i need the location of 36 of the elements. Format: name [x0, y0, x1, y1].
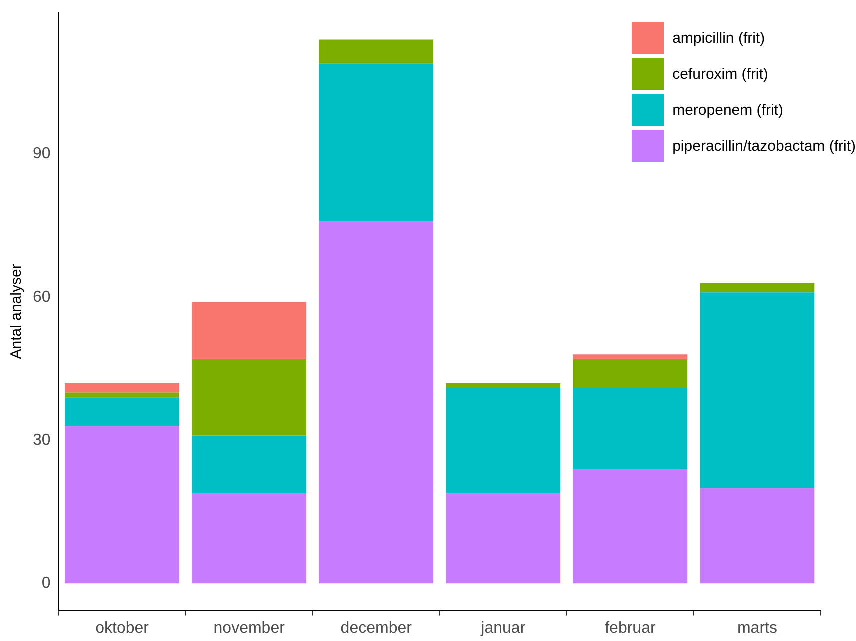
- bar: [573, 469, 688, 584]
- bar: [573, 359, 688, 388]
- y-axis-title: Antal analyser: [8, 264, 26, 360]
- bar: [700, 488, 815, 584]
- x-tick-label: december: [340, 620, 413, 637]
- legend-label: piperacillin/tazobactam (frit): [672, 138, 856, 154]
- bar: [192, 359, 307, 436]
- bar: [446, 383, 561, 388]
- bar: [700, 292, 815, 488]
- bar: [700, 283, 815, 293]
- x-tick-label: januar: [480, 620, 526, 637]
- bar: [446, 492, 561, 584]
- x-tick-label: marts: [737, 620, 778, 637]
- bar: [65, 426, 180, 584]
- bar: [446, 388, 561, 493]
- y-tick-label: 0: [42, 575, 51, 592]
- bar: [65, 392, 180, 398]
- x-tick-label: november: [214, 620, 286, 637]
- x-tick-label: oktober: [96, 620, 150, 637]
- bar: [319, 64, 434, 222]
- y-tick-label: 60: [33, 288, 51, 306]
- bar: [573, 354, 688, 360]
- bar: [192, 492, 307, 584]
- bar: [192, 302, 307, 360]
- y-tick-label: 30: [33, 432, 51, 449]
- x-tick-label: februar: [605, 620, 656, 637]
- bar: [192, 436, 307, 493]
- bar: [65, 383, 180, 393]
- legend-label: meropenem (frit): [672, 102, 784, 118]
- bar: [573, 388, 688, 470]
- bar: [65, 398, 180, 426]
- bar: [319, 40, 434, 64]
- y-tick-label: 90: [33, 146, 51, 163]
- legend-label: ampicillin (frit): [672, 30, 766, 46]
- bar: [319, 221, 434, 584]
- legend-label: cefuroxim (frit): [672, 66, 768, 82]
